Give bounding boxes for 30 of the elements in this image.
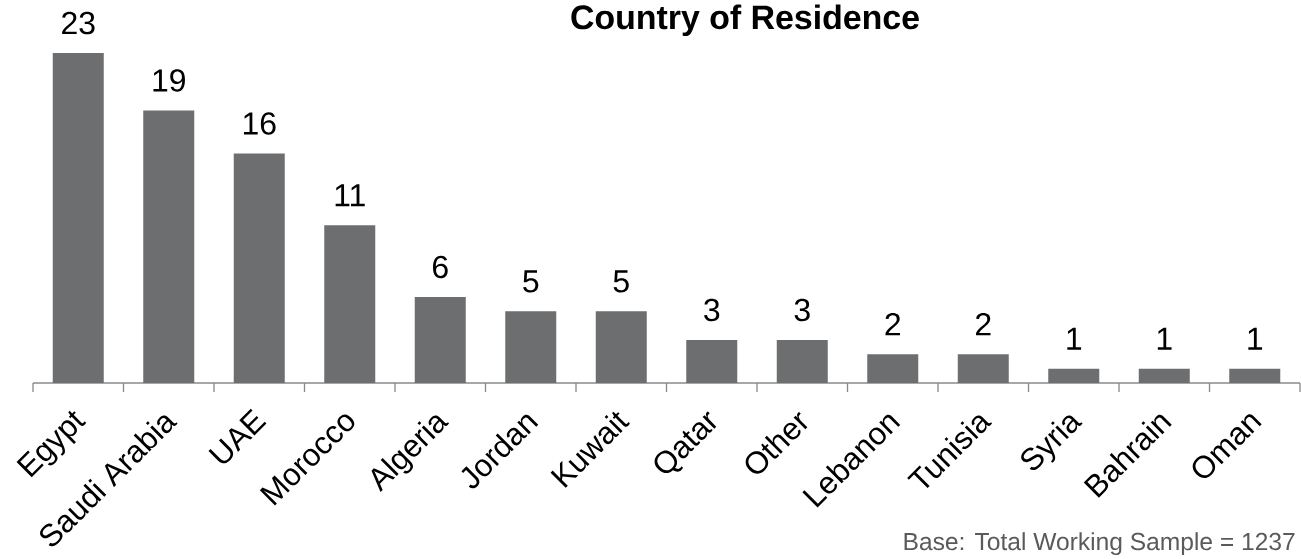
data-label: 16 <box>243 112 276 135</box>
bar <box>867 354 919 383</box>
data-label: 5 <box>523 270 539 293</box>
data-label: 3 <box>704 298 720 322</box>
bar <box>957 354 1009 383</box>
data-label: 2 <box>885 313 901 336</box>
bar <box>414 296 466 383</box>
data-label: 11 <box>335 184 365 207</box>
bar <box>143 110 195 383</box>
data-label: 2 <box>976 313 991 336</box>
data-label: 5 <box>613 270 629 293</box>
data-label: 6 <box>433 255 448 279</box>
data-label: 1 <box>1067 327 1082 350</box>
bar <box>324 225 376 383</box>
data-label: 3 <box>794 298 810 322</box>
data-label: 23 <box>62 11 95 35</box>
data-label: 1 <box>1248 327 1263 350</box>
data-label: 19 <box>153 69 185 92</box>
bar <box>1048 368 1100 383</box>
bar <box>233 153 285 383</box>
bar <box>505 311 557 383</box>
text: Base: Total Working Sample = 1237 <box>904 532 1295 556</box>
bar <box>686 339 738 383</box>
chart-title: Country of Residence <box>571 4 919 37</box>
data-label: 1 <box>1157 327 1172 350</box>
bar <box>1229 368 1281 383</box>
bar <box>595 311 647 383</box>
bar <box>52 53 104 383</box>
bar <box>1138 368 1190 383</box>
bar <box>776 339 828 383</box>
